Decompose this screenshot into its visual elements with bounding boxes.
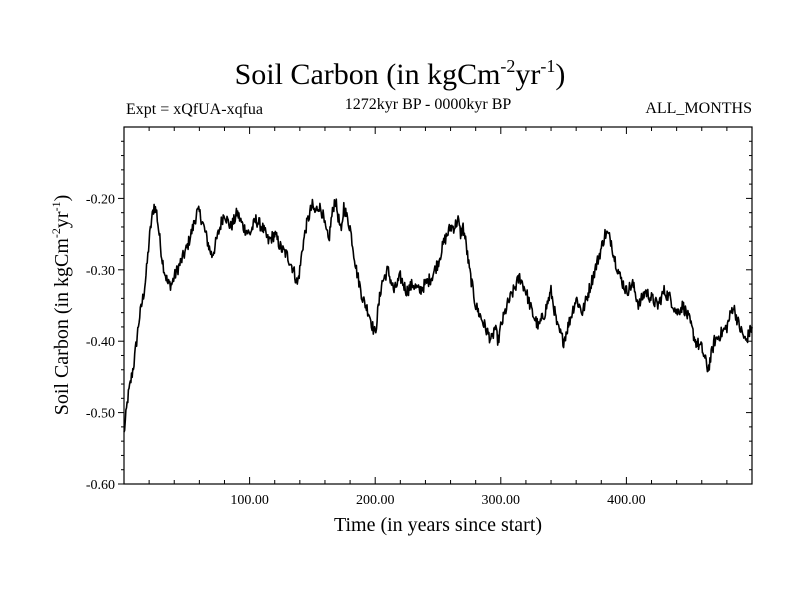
x-tick-label: 200.00	[356, 493, 395, 508]
experiment-label: Expt = xQfUA-xqfua	[126, 101, 263, 118]
chart-title: Soil Carbon (in kgCm-2yr-1)	[234, 56, 566, 91]
y-axis-title: Soil Carbon (in kgCm-2yr-1)	[49, 195, 73, 416]
tick-labels: 100.00 200.00 300.00 400.00 -0.60 -0.50 -0.40 -…	[86, 192, 646, 508]
y-tick-label: -0.50	[86, 407, 115, 422]
y-tick-label: -0.20	[86, 192, 115, 207]
x-tick-label: 300.00	[482, 493, 521, 508]
y-tick-label: -0.60	[86, 478, 115, 493]
plot-frame	[123, 126, 753, 485]
y-tick-label: -0.30	[86, 264, 115, 279]
x-tick-label: 100.00	[230, 493, 269, 508]
months-label: ALL_MONTHS	[645, 100, 752, 117]
x-tick-label: 400.00	[607, 493, 646, 508]
axis-ticks	[118, 127, 752, 485]
y-tick-label: -0.40	[86, 335, 115, 350]
x-axis-title: Time (in years since start)	[334, 514, 542, 536]
series-line-soil-carbon	[123, 198, 753, 433]
period-label: 1272kyr BP - 0000kyr BP	[344, 96, 512, 113]
